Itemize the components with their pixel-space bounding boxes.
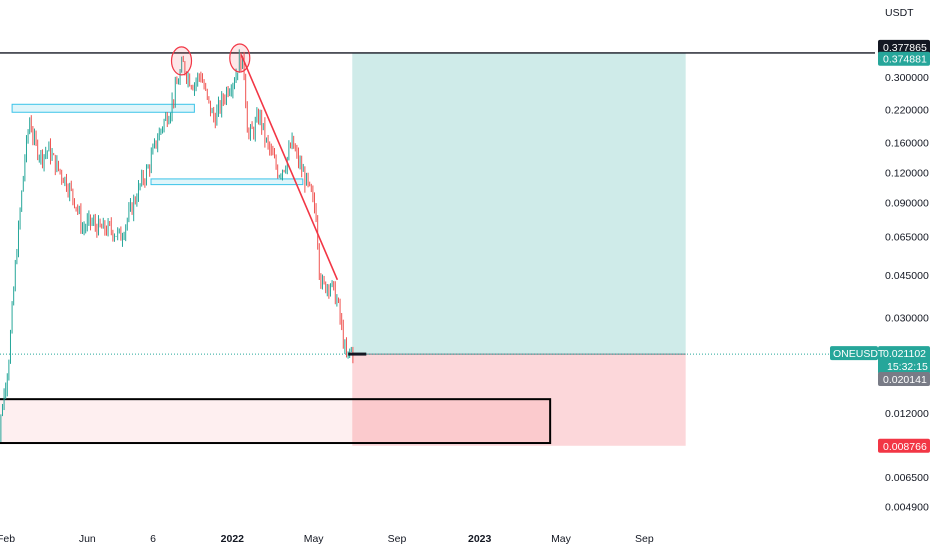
- x-tick-label: Sep: [388, 533, 407, 545]
- profit-zone: [352, 52, 686, 355]
- price-label: 0.020141: [883, 374, 927, 386]
- price-label-bg: [878, 371, 930, 386]
- x-tick-label: Sep: [635, 533, 654, 545]
- resistance-zone-1: [11, 103, 195, 113]
- y-tick-label: 0.030000: [885, 312, 929, 324]
- price-label-bg: [878, 39, 930, 54]
- x-tick-label: 2022: [221, 533, 245, 545]
- price-label-bg: [878, 51, 930, 66]
- price-label: 0.008766: [883, 441, 927, 453]
- demand-zone: [0, 398, 552, 445]
- y-tick-label: 0.006500: [885, 472, 929, 484]
- symbol-tag-bg: [830, 346, 878, 361]
- y-tick-label: 0.090000: [885, 198, 929, 210]
- resistance-zone-2: [150, 178, 304, 186]
- y-tick-label: 0.045000: [885, 270, 929, 282]
- y-tick-label: 0.065000: [885, 232, 929, 244]
- y-tick-label: 0.300000: [885, 72, 929, 84]
- y-tick-label: 0.004900: [885, 501, 929, 513]
- price-label-bg: [878, 438, 930, 453]
- x-tick-label: May: [551, 533, 572, 545]
- x-tick-label: 2023: [468, 533, 492, 545]
- price-label-bg: [878, 346, 930, 375]
- candles: [0, 49, 354, 442]
- price-label: 0.377865: [883, 42, 927, 54]
- y-tick-label: 0.160000: [885, 138, 929, 150]
- x-axis: Feb Jun 6 2022 May Sep 2023 May Sep: [0, 533, 654, 545]
- y-tick-label: 0.012000: [885, 408, 929, 420]
- x-tick-label: May: [304, 533, 325, 545]
- symbol-tag: ONEUSDT: [833, 348, 885, 360]
- y-tick-label: 0.220000: [885, 104, 929, 116]
- entry-marker: [348, 352, 367, 356]
- x-tick-label: Jun: [79, 533, 96, 545]
- x-tick-label: 6: [150, 533, 156, 545]
- y-axis-currency: USDT: [885, 7, 914, 19]
- countdown-label: 15:32:15: [887, 361, 928, 373]
- downtrend-line: [240, 54, 339, 281]
- top-marker-circle-1: [170, 46, 193, 76]
- price-label: 0.021102: [883, 348, 926, 360]
- price-label: 0.374881: [883, 54, 927, 66]
- top-marker-circle-2: [229, 43, 251, 73]
- y-axis: 0.300000 0.220000 0.160000 0.120000 0.090000…: [885, 72, 929, 513]
- x-tick-label: Feb: [0, 533, 15, 545]
- y-tick-label: 0.120000: [885, 168, 929, 180]
